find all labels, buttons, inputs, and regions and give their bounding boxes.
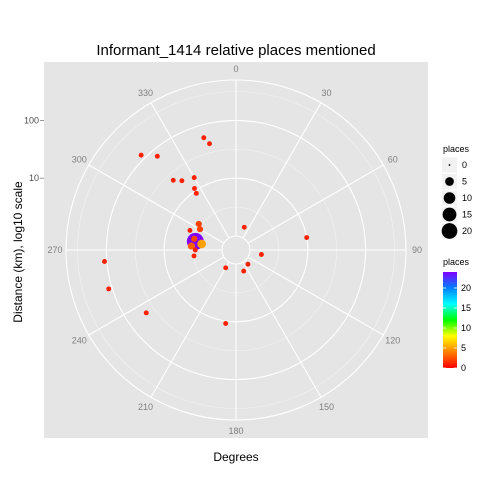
data-point bbox=[258, 252, 264, 257]
y-tick-label: 100 bbox=[24, 115, 39, 125]
color-legend-label: 20 bbox=[461, 283, 471, 293]
angle-tick-label: 180 bbox=[228, 426, 243, 436]
color-bar bbox=[443, 272, 457, 368]
data-point bbox=[179, 178, 185, 184]
data-point bbox=[192, 247, 198, 253]
angle-tick-label: 210 bbox=[138, 402, 153, 412]
angle-tick-label: 90 bbox=[412, 245, 422, 255]
chart-title: Informant_1414 relative places mentioned bbox=[96, 42, 376, 59]
grid-spoke bbox=[88, 256, 225, 336]
color-legend-label: 5 bbox=[461, 343, 466, 353]
grid-spoke bbox=[247, 256, 384, 336]
size-legend-swatch bbox=[445, 177, 454, 186]
angle-labels: 0 30 60 90 120 150 180 210 240 270 300 330 bbox=[47, 64, 422, 436]
color-legend-title: places bbox=[443, 257, 470, 267]
data-point bbox=[143, 310, 149, 316]
y-tick-label: 10 bbox=[29, 173, 39, 183]
data-point bbox=[170, 177, 176, 183]
size-legend: places 0 5 10 15 20 bbox=[441, 144, 472, 239]
angle-tick-label: 240 bbox=[72, 336, 87, 346]
grid-spoke bbox=[242, 261, 322, 398]
data-point bbox=[196, 226, 204, 233]
angle-tick-label: 0 bbox=[233, 64, 238, 74]
points-layer bbox=[102, 135, 310, 326]
data-point bbox=[191, 175, 197, 181]
size-legend-label: 15 bbox=[462, 210, 472, 220]
data-point bbox=[187, 242, 196, 250]
data-point bbox=[241, 268, 247, 274]
data-point bbox=[195, 220, 202, 228]
data-point bbox=[241, 224, 247, 230]
data-point bbox=[154, 153, 160, 159]
data-point bbox=[191, 253, 197, 259]
grid-spoke bbox=[150, 261, 230, 398]
size-legend-label: 0 bbox=[462, 160, 467, 170]
data-point bbox=[191, 235, 198, 242]
grid-spoke bbox=[150, 102, 230, 239]
data-point bbox=[197, 239, 206, 249]
size-legend-label: 10 bbox=[462, 193, 472, 203]
grid-spoke bbox=[242, 102, 322, 239]
data-point bbox=[223, 321, 229, 326]
data-point bbox=[304, 235, 310, 240]
y-tick-layer: 10 100 bbox=[24, 115, 44, 183]
angle-tick-label: 330 bbox=[138, 88, 153, 98]
angle-tick-label: 120 bbox=[385, 336, 400, 346]
angle-tick-label: 30 bbox=[321, 88, 331, 98]
color-legend: places 20 15 10 5 0 bbox=[443, 257, 471, 373]
color-legend-label: 15 bbox=[461, 303, 471, 313]
data-point bbox=[245, 261, 251, 267]
data-point bbox=[138, 152, 144, 158]
data-point bbox=[223, 265, 229, 271]
grid-layer bbox=[65, 79, 407, 421]
size-legend-swatch bbox=[441, 223, 458, 239]
data-point bbox=[207, 141, 212, 147]
angle-tick-label: 150 bbox=[319, 402, 334, 412]
data-point bbox=[102, 259, 107, 264]
size-legend-swatch bbox=[442, 207, 457, 222]
angle-tick-label: 270 bbox=[47, 245, 62, 255]
size-legend-swatch bbox=[443, 192, 456, 204]
size-legend-label: 5 bbox=[462, 177, 467, 187]
color-legend-label: 0 bbox=[461, 363, 466, 373]
size-legend-label: 20 bbox=[462, 226, 472, 236]
data-point bbox=[201, 135, 207, 141]
data-point bbox=[192, 186, 197, 191]
angle-tick-label: 300 bbox=[72, 155, 87, 165]
grid-spoke bbox=[247, 164, 384, 244]
data-point bbox=[187, 228, 193, 233]
x-axis-label: Degrees bbox=[213, 450, 259, 464]
size-legend-title: places bbox=[443, 144, 470, 154]
data-point bbox=[106, 286, 112, 292]
angle-tick-label: 60 bbox=[388, 155, 398, 165]
color-legend-label: 10 bbox=[461, 323, 471, 333]
size-legend-swatch bbox=[448, 164, 451, 166]
data-point bbox=[193, 190, 199, 196]
